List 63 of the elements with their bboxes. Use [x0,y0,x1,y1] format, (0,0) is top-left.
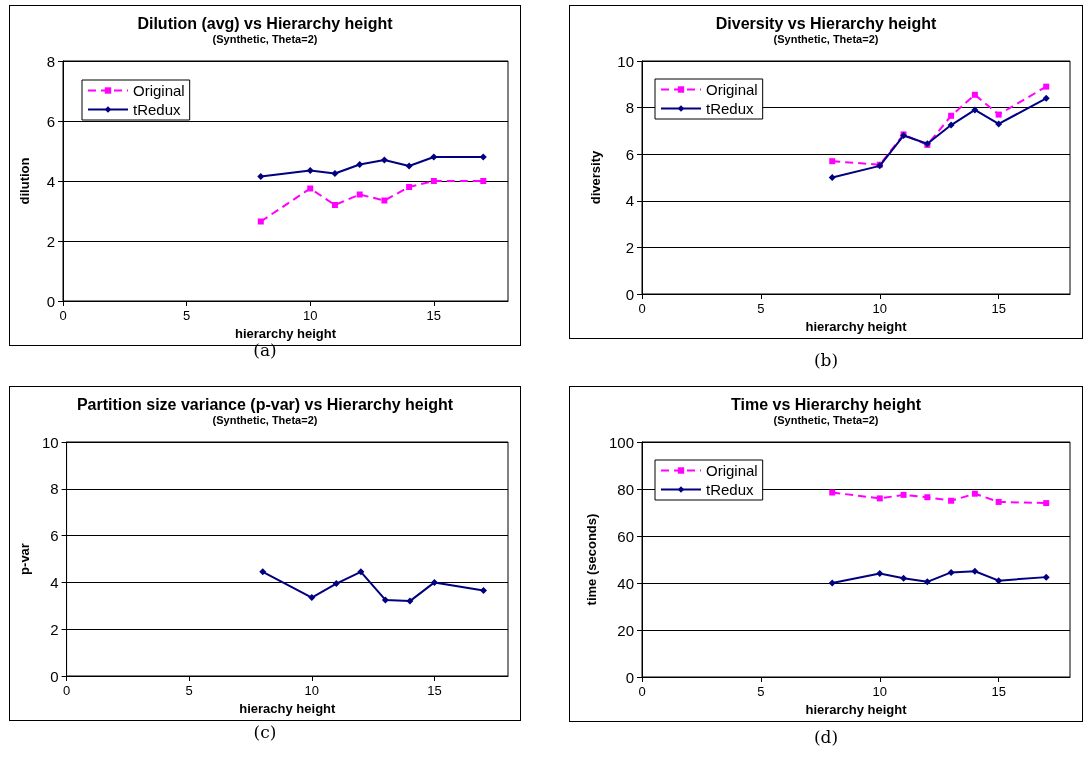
legend-label: Original [706,462,758,479]
y-tick-label: 10 [41,433,59,451]
chart-subtitle: (Synthetic, Theta=2) [773,413,879,426]
legend-label: tRedux [133,101,182,118]
x-axis-title: hierarchy height [234,325,337,341]
y-tick-label: 6 [625,145,634,163]
x-axis-title: hierarchy height [805,318,908,334]
x-tick-label: 15 [991,301,1006,316]
y-tick-label: 2 [46,232,55,250]
y-tick-label: 0 [625,285,634,303]
legend-label: tRedux [706,100,755,117]
legend-label: Original [706,81,758,98]
y-tick-label: 100 [608,433,634,451]
y-axis-title: time (seconds) [584,513,600,606]
y-tick-label: 10 [617,52,634,70]
y-tick-label: 6 [50,527,59,545]
y-tick-label: 8 [46,52,55,70]
legend-label: Original [133,82,185,99]
chart-subtitle: (Synthetic, Theta=2) [773,32,879,45]
x-tick-label: 10 [872,301,888,316]
x-tick-label: 0 [62,683,71,698]
text: (c) [252,722,278,742]
y-tick-label: 20 [617,621,634,639]
y-tick-label: 4 [46,172,55,190]
y-tick-label: 0 [625,668,634,686]
x-tick-label: 10 [302,308,318,323]
y-axis-title: dilution [17,157,32,205]
x-tick-label: 5 [182,308,191,323]
y-tick-label: 60 [617,527,634,545]
y-tick-label: 2 [50,620,59,638]
y-tick-label: 80 [617,480,634,498]
chart-title: Diversity vs Hierarchy height [715,14,937,32]
legend-label: tRedux [706,481,755,498]
chart-title: Partition size variance (p-var) vs Hierarchy height [76,395,454,413]
x-tick-label: 5 [757,684,765,699]
x-tick-label: 15 [991,684,1006,699]
y-tick-label: 40 [617,574,634,592]
x-tick-label: 10 [872,684,888,699]
text: (a) [253,340,277,360]
y-tick-label: 0 [50,667,59,685]
y-tick-label: 2 [625,238,634,256]
y-tick-label: 4 [625,192,634,210]
chart-title: Dilution (avg) vs Hierarchy height [137,14,394,32]
x-axis-title: hierarchy height [805,701,908,717]
chart-title: Time vs Hierarchy height [731,395,922,413]
y-axis-title: p-var [17,543,32,575]
y-tick-label: 4 [50,573,59,591]
x-tick-label: 15 [426,308,442,323]
x-tick-label: 5 [757,301,765,316]
x-tick-label: 5 [185,683,193,698]
y-tick-label: 6 [46,112,55,130]
y-tick-label: 8 [50,480,59,498]
chart-subtitle: (Synthetic, Theta=2) [212,413,318,426]
chart-subtitle: (Synthetic, Theta=2) [212,32,318,45]
x-tick-label: 15 [427,683,442,698]
x-tick-label: 10 [304,683,320,698]
x-tick-label: 0 [638,301,646,316]
y-axis-title: diversity [588,150,603,205]
x-tick-label: 0 [638,684,646,699]
text: (b) [812,350,840,370]
x-axis-title: hierachy height [239,700,336,716]
y-tick-label: 8 [625,99,634,117]
text: (d) [812,727,840,747]
